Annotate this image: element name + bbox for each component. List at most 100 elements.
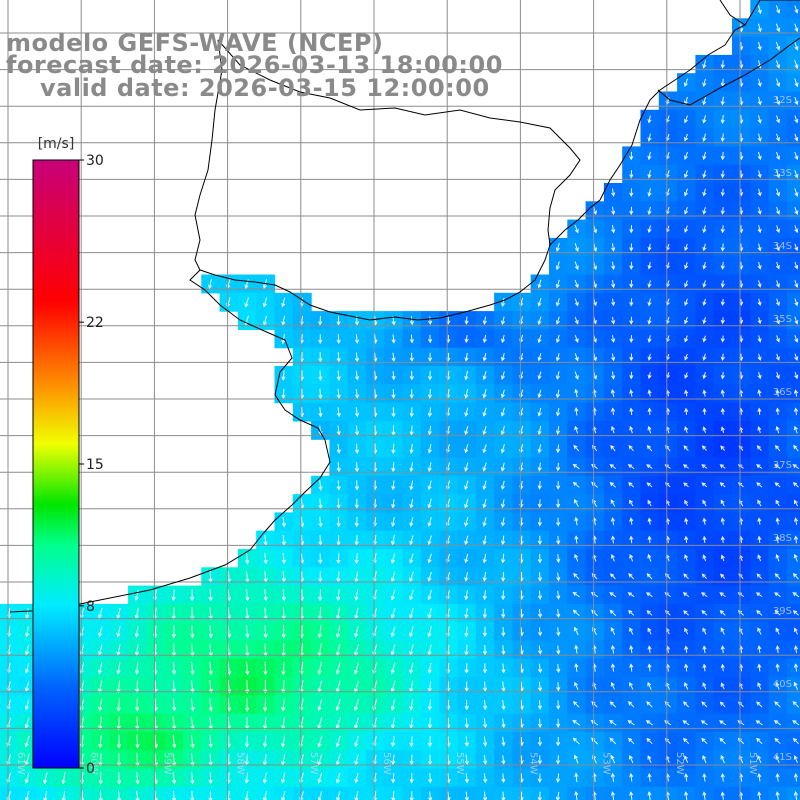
wind-speed-cell: [786, 164, 800, 184]
wind-speed-cell: [786, 603, 800, 623]
wind-arrow: [24, 772, 30, 784]
wind-arrow: [390, 535, 396, 546]
wind-arrow: [391, 791, 396, 800]
colorbar-tick-label: 0: [86, 761, 95, 777]
wind-arrow: [354, 443, 360, 455]
wind-arrow: [646, 592, 653, 598]
wind-arrow: [464, 608, 469, 619]
wind-arrow: [720, 791, 725, 800]
wind-speed-cell: [786, 347, 800, 367]
wind-arrow: [609, 701, 617, 708]
latitude-label: 33S: [773, 168, 792, 179]
wind-arrow: [720, 353, 725, 362]
wind-arrow: [555, 444, 561, 454]
wind-arrow: [336, 462, 341, 473]
wind-arrow: [464, 370, 469, 381]
wind-arrow: [556, 700, 561, 710]
border-line: [217, 39, 581, 246]
wind-arrow: [574, 407, 579, 416]
wind-arrow: [720, 225, 725, 234]
wind-arrow: [629, 499, 634, 507]
wind-arrow: [390, 699, 396, 711]
coastline-path: [9, 0, 800, 613]
wind-arrow: [391, 736, 396, 748]
wind-arrow: [427, 662, 432, 674]
wind-arrow: [719, 720, 727, 726]
wind-arrow: [719, 464, 726, 469]
wind-arrow: [464, 462, 469, 472]
wind-arrow: [684, 262, 689, 270]
wind-arrow: [702, 554, 707, 562]
wind-arrow: [702, 280, 707, 288]
wind-arrow: [501, 681, 506, 692]
wind-arrow: [591, 609, 598, 617]
wind-arrow: [757, 206, 762, 215]
wind-arrow: [537, 627, 543, 637]
wind-arrow: [61, 790, 66, 800]
wind-arrow: [391, 772, 396, 784]
wind-arrow: [427, 517, 432, 527]
wind-arrow: [794, 151, 799, 161]
wind-arrow: [776, 96, 781, 106]
wind-arrow: [318, 388, 323, 400]
wind-arrow: [757, 188, 762, 197]
wind-arrow: [464, 572, 469, 582]
wind-arrow: [501, 334, 506, 344]
wind-arrow: [757, 353, 762, 362]
wind-arrow: [629, 316, 634, 325]
wind-arrow: [483, 736, 488, 747]
wind-arrow: [244, 279, 249, 290]
wind-arrow: [555, 316, 560, 325]
wind-arrow: [482, 572, 487, 582]
wind-arrow: [482, 389, 487, 399]
wind-arrow: [190, 790, 195, 800]
wind-speed-cell: [786, 201, 800, 221]
wind-arrow: [208, 625, 213, 639]
wind-arrow: [482, 663, 488, 674]
wind-arrow: [354, 662, 359, 675]
wind-arrow: [556, 718, 561, 729]
wind-arrow: [354, 352, 360, 363]
wind-arrow: [135, 734, 140, 749]
forecast-date: forecast date: 2026-03-13 18:00:00: [6, 51, 503, 79]
wind-arrow: [318, 370, 323, 381]
wind-arrow: [719, 592, 726, 598]
wind-arrow: [572, 591, 580, 598]
wind-arrow: [647, 262, 652, 270]
wind-arrow: [245, 698, 250, 712]
wind-arrow: [501, 571, 506, 582]
wind-arrow: [427, 444, 432, 454]
wind-arrow: [684, 517, 689, 525]
wind-arrow: [556, 590, 561, 600]
wind-arrow: [775, 772, 780, 782]
wind-arrow: [684, 170, 688, 179]
wind-arrow: [537, 773, 542, 784]
wind-arrow: [702, 371, 707, 380]
wind-arrow: [629, 335, 634, 343]
wind-arrow: [684, 682, 689, 690]
wind-arrow: [190, 625, 195, 639]
wind-arrow: [702, 389, 707, 397]
wind-arrow: [572, 481, 580, 488]
wind-arrow: [684, 335, 689, 343]
wind-speed-cell: [786, 475, 800, 495]
wind-arrow: [116, 753, 122, 767]
wind-arrow: [720, 573, 726, 579]
wind-arrow: [629, 188, 634, 197]
wind-arrow: [555, 736, 561, 747]
wind-arrow: [684, 243, 689, 252]
wind-arrow: [573, 754, 579, 764]
wind-arrow: [427, 480, 432, 491]
wind-arrow: [281, 772, 286, 784]
wind-arrow: [629, 754, 634, 764]
wind-arrow: [757, 407, 762, 415]
wind-arrow: [537, 663, 543, 674]
wind-arrow: [757, 170, 762, 179]
wind-arrow: [409, 535, 414, 546]
wind-arrow: [702, 426, 707, 434]
wind-arrow: [629, 681, 634, 690]
wind-speed-cell: [786, 311, 800, 330]
wind-arrow: [537, 553, 543, 564]
wind-arrow: [647, 188, 652, 197]
wind-arrow: [409, 443, 414, 454]
